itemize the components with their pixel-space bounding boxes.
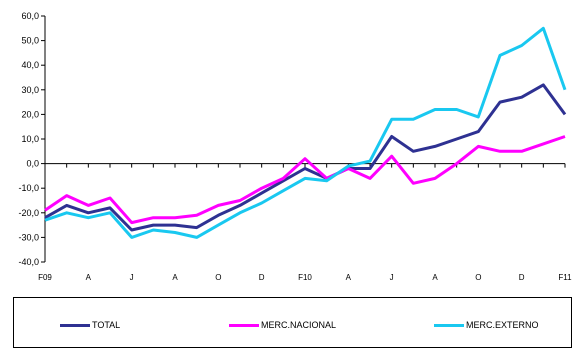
legend-item-total: TOTAL	[60, 320, 120, 330]
legend-swatch-merc-externo	[434, 323, 464, 327]
legend-swatch-merc-nacional	[229, 323, 259, 327]
x-tick-label: O	[215, 273, 221, 282]
y-tick-label: 0,0	[26, 159, 39, 169]
y-tick-label: -40,0	[18, 257, 39, 267]
x-axis-ticks: F09 A J A O D F10 A J A O D F11	[38, 163, 572, 282]
x-tick-label: A	[172, 273, 178, 282]
series-line-total	[44, 83, 567, 232]
x-tick-label: O	[475, 273, 481, 282]
x-tick-label: A	[432, 273, 438, 282]
y-tick-label: 40,0	[21, 60, 39, 70]
x-tick-label: D	[259, 273, 265, 282]
x-tick-label: D	[519, 273, 525, 282]
legend-swatch-total	[60, 323, 90, 327]
y-tick-label: 30,0	[21, 85, 39, 95]
y-tick-label: -10,0	[18, 183, 39, 193]
y-tick-label: 50,0	[21, 36, 39, 46]
y-tick-label: 20,0	[21, 109, 39, 119]
x-tick-label: F09	[38, 273, 52, 282]
y-tick-label: 10,0	[21, 134, 39, 144]
legend-label-total: TOTAL	[92, 320, 121, 330]
legend-label-merc-externo: MERC.EXTERNO	[466, 320, 539, 330]
y-tick-label: 60,0	[21, 11, 39, 21]
x-tick-label: A	[86, 273, 92, 282]
x-tick-label: F10	[298, 273, 312, 282]
series-lines	[44, 26, 567, 239]
legend-item-merc-externo: MERC.EXTERNO	[434, 320, 539, 330]
x-tick-label: A	[346, 273, 352, 282]
x-tick-label: J	[390, 273, 394, 282]
line-chart: 60,0 50,0 40,0 30,0 20,0 10,0 0,0 -10,0 -20,0 -30…	[18, 11, 572, 282]
legend-item-merc-nacional: MERC.NACIONAL	[229, 320, 336, 330]
series-line-merc-externo	[44, 26, 567, 239]
x-tick-label: F11	[558, 273, 572, 282]
y-tick-label: -30,0	[18, 232, 39, 242]
series-line-merc-nacional	[44, 135, 566, 225]
legend: TOTAL MERC.NACIONAL MERC.EXTERNO	[13, 297, 572, 348]
x-tick-label: J	[130, 273, 134, 282]
legend-label-merc-nacional: MERC.NACIONAL	[261, 320, 337, 330]
y-axis-ticks: 60,0 50,0 40,0 30,0 20,0 10,0 0,0 -10,0 -20,0 -30…	[18, 11, 45, 267]
y-tick-label: -20,0	[18, 208, 39, 218]
